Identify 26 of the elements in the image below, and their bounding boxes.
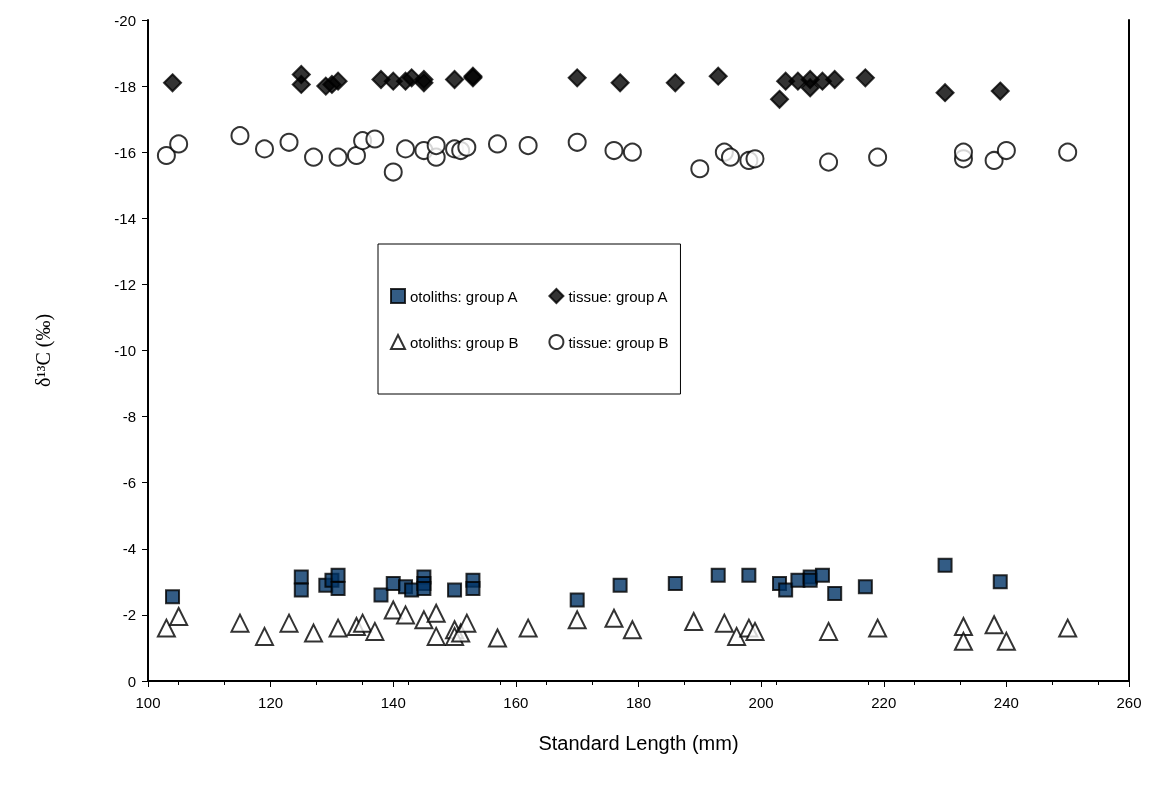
y-axis-title: δ¹³C (‰) — [32, 313, 55, 388]
x-tick-label: 220 — [871, 694, 897, 711]
x-tick-label: 100 — [135, 694, 161, 711]
x-tick-label: 180 — [625, 694, 652, 711]
y-tick-label: -4 — [122, 540, 136, 558]
y-tick-label: -2 — [122, 606, 136, 624]
y-tick-label: -16 — [114, 143, 136, 161]
y-tick-label: -6 — [122, 474, 136, 492]
y-tick-label: -12 — [114, 275, 136, 293]
legend-label: tissue: group A — [568, 287, 668, 305]
y-tick-label: -20 — [114, 11, 136, 29]
x-tick-label: 120 — [258, 694, 284, 711]
y-tick-label: -14 — [114, 209, 136, 227]
legend-label: tissue: group B — [568, 333, 669, 351]
legend-label: otoliths: group A — [410, 287, 518, 305]
y-tick-label: -10 — [114, 342, 136, 359]
x-tick-label: 260 — [1116, 694, 1142, 711]
x-tick-label: 160 — [503, 694, 529, 711]
x-axis-title: Standard Length (mm) — [538, 732, 739, 754]
y-tick-label: 0 — [127, 672, 136, 690]
legend-label: otoliths: group B — [410, 333, 519, 351]
y-tick-label: -8 — [122, 408, 136, 426]
x-tick-label: 200 — [748, 694, 774, 711]
y-tick-label: -18 — [114, 77, 136, 95]
x-tick-label: 240 — [993, 694, 1019, 711]
x-tick-label: 140 — [380, 694, 406, 711]
